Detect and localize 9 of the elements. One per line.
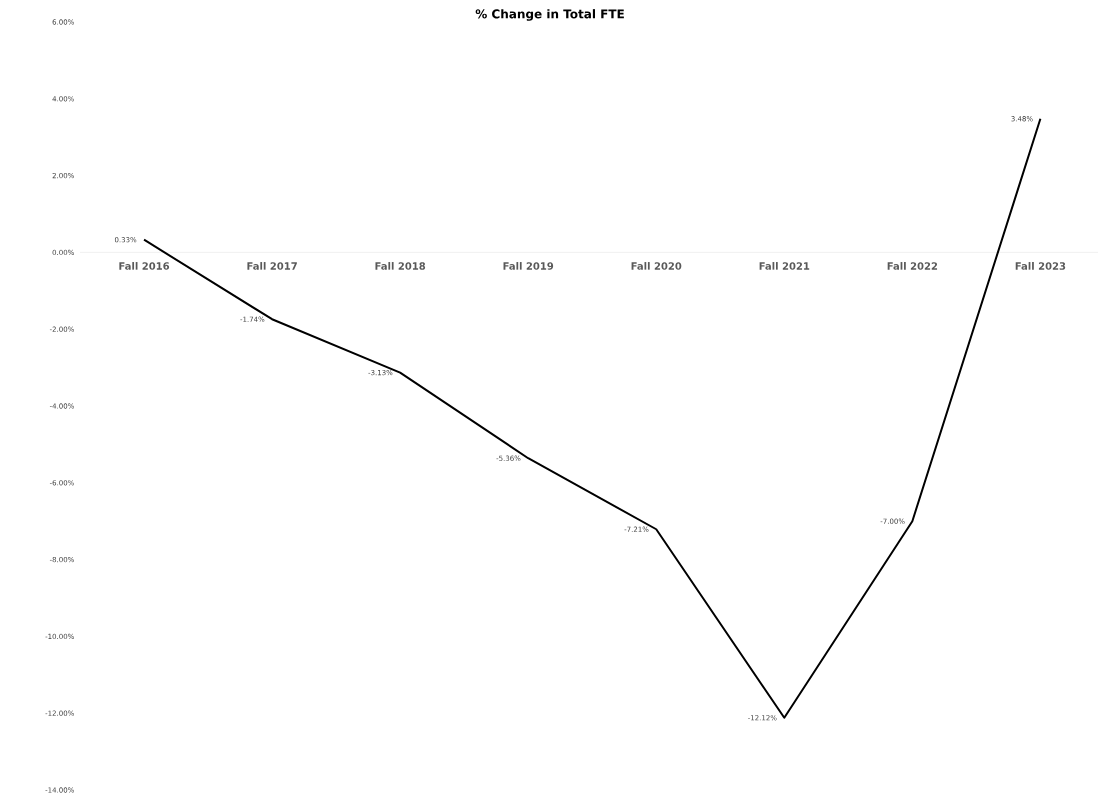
- x-tick-label: Fall 2016: [119, 262, 170, 270]
- x-tick-label: Fall 2020: [631, 262, 682, 270]
- x-tick-label: Fall 2021: [759, 262, 810, 270]
- chart-title: % Change in Total FTE: [475, 9, 624, 21]
- x-tick-label: Fall 2019: [503, 262, 554, 270]
- x-tick-label: Fall 2023: [1015, 262, 1066, 270]
- x-tick-label: Fall 2022: [887, 262, 938, 270]
- x-tick-label: Fall 2017: [247, 262, 297, 270]
- x-tick-label: Fall 2018: [375, 262, 426, 270]
